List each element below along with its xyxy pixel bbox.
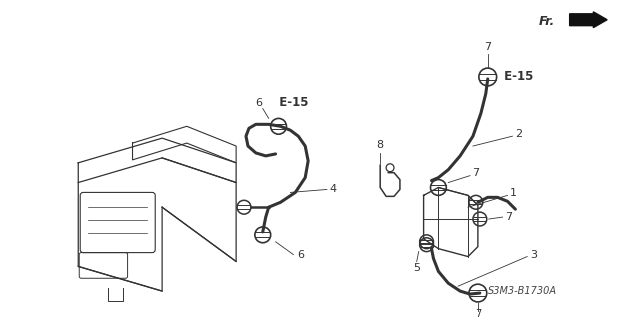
FancyArrow shape <box>570 12 607 28</box>
Text: 2: 2 <box>515 129 522 139</box>
Text: 1: 1 <box>510 189 517 198</box>
Text: 4: 4 <box>329 184 337 195</box>
Text: 5: 5 <box>413 263 420 273</box>
Text: 7: 7 <box>472 168 479 178</box>
Text: S3M3-B1730A: S3M3-B1730A <box>488 286 557 296</box>
Text: 8: 8 <box>376 140 384 150</box>
Text: 7: 7 <box>505 212 512 222</box>
Text: 7: 7 <box>475 309 481 319</box>
Text: E-15: E-15 <box>271 96 308 109</box>
Text: 7: 7 <box>484 42 492 52</box>
Text: E-15: E-15 <box>500 70 533 84</box>
Text: 6: 6 <box>297 249 304 260</box>
Text: 3: 3 <box>531 249 538 260</box>
Text: Fr.: Fr. <box>539 15 555 28</box>
Text: 6: 6 <box>255 98 262 108</box>
